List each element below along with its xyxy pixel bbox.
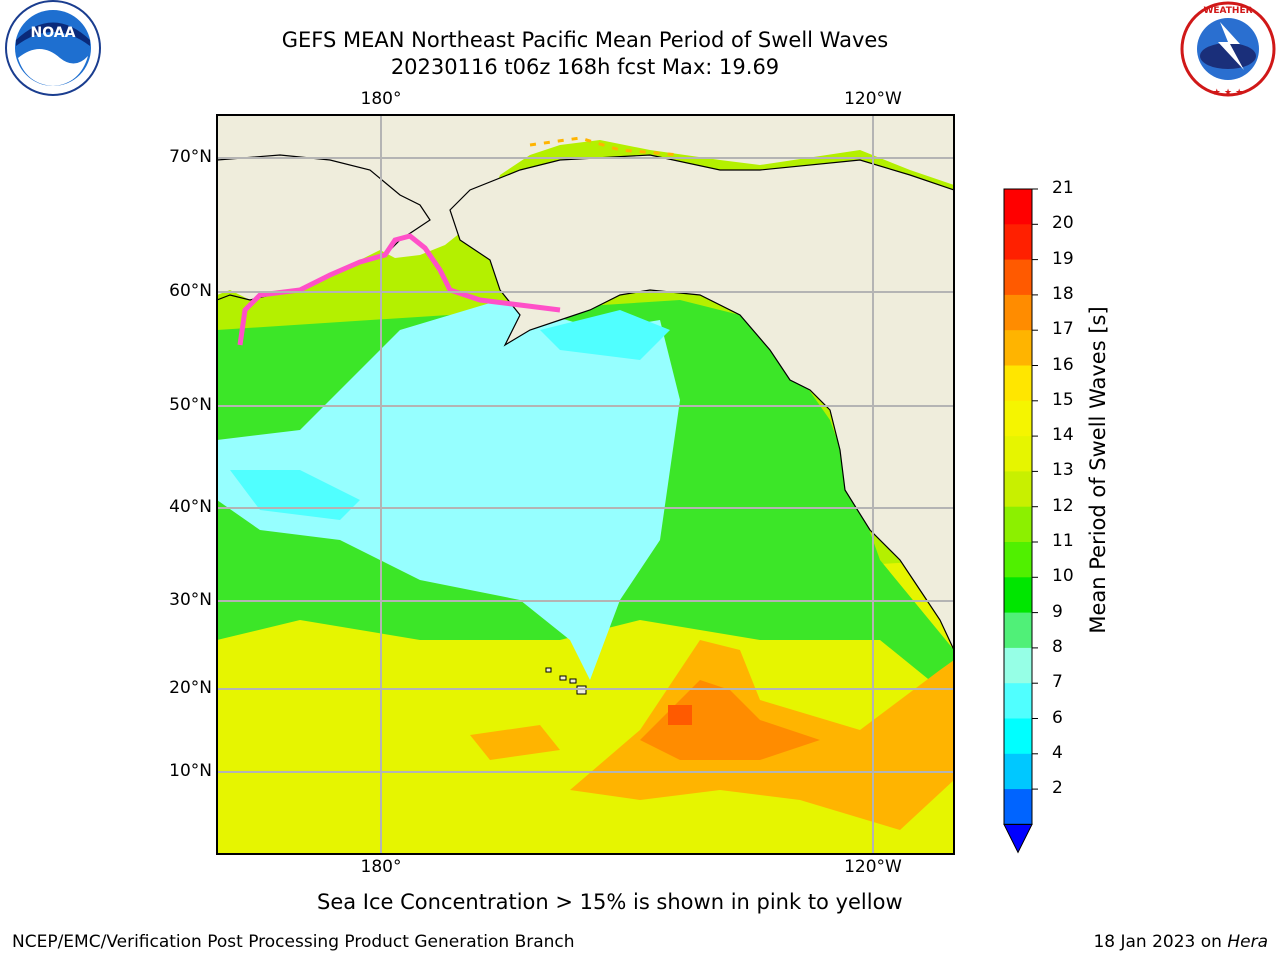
run-date-text: 18 Jan 2023 on bbox=[1093, 932, 1227, 952]
colorbar-tick-label: 6 bbox=[1052, 708, 1092, 728]
colorbar-tick-label: 7 bbox=[1052, 672, 1092, 692]
colorbar-bin bbox=[1004, 224, 1032, 260]
lat-label-60n: 60°N bbox=[152, 281, 212, 301]
colorbar-tick-label: 18 bbox=[1052, 284, 1092, 304]
colorbar-bin bbox=[1004, 542, 1032, 578]
colorbar-bin bbox=[1004, 295, 1032, 331]
lat-label-70n: 70°N bbox=[152, 147, 212, 167]
credit-text: NCEP/EMC/Verification Post Processing Pr… bbox=[12, 932, 575, 952]
colorbar-bin bbox=[1004, 366, 1032, 402]
colorbar-tick-label: 2 bbox=[1052, 778, 1092, 798]
lon-label-top-120w: 120°W bbox=[833, 89, 913, 109]
colorbar-bin bbox=[1004, 401, 1032, 437]
colorbar-bin bbox=[1004, 436, 1032, 472]
colorbar-bin bbox=[1004, 648, 1032, 684]
lat-label-40n: 40°N bbox=[152, 497, 212, 517]
colorbar-bin bbox=[1004, 613, 1032, 649]
colorbar-bin bbox=[1004, 260, 1032, 296]
lat-label-30n: 30°N bbox=[152, 590, 212, 610]
colorbar bbox=[1004, 189, 1038, 852]
colorbar-tick-label: 19 bbox=[1052, 249, 1092, 269]
colorbar-bin bbox=[1004, 330, 1032, 366]
colorbar-title: Mean Period of Swell Waves [s] bbox=[1086, 306, 1110, 633]
colorbar-bin bbox=[1004, 189, 1032, 225]
map-field bbox=[217, 115, 954, 854]
colorbar-bin bbox=[1004, 577, 1032, 613]
colorbar-tick-label: 20 bbox=[1052, 213, 1092, 233]
lon-label-bottom-120w: 120°W bbox=[833, 857, 913, 877]
host-name: Hera bbox=[1227, 932, 1268, 952]
sea-ice-note: Sea Ice Concentration > 15% is shown in … bbox=[317, 890, 903, 914]
lat-label-20n: 20°N bbox=[152, 678, 212, 698]
colorbar-tick-label: 4 bbox=[1052, 743, 1092, 763]
colorbar-tick-label: 8 bbox=[1052, 637, 1092, 657]
lat-label-10n: 10°N bbox=[152, 761, 212, 781]
lon-label-bottom-180: 180° bbox=[341, 857, 421, 877]
colorbar-bin bbox=[1004, 471, 1032, 507]
colorbar-bin bbox=[1004, 507, 1032, 543]
lat-label-50n: 50°N bbox=[152, 395, 212, 415]
colorbar-bin bbox=[1004, 719, 1032, 755]
run-date: 18 Jan 2023 on Hera bbox=[1093, 932, 1268, 952]
lon-label-top-180: 180° bbox=[341, 89, 421, 109]
colorbar-tick-label: 21 bbox=[1052, 178, 1092, 198]
colorbar-bin bbox=[1004, 754, 1032, 790]
colorbar-bin bbox=[1004, 789, 1032, 825]
colorbar-bin bbox=[1004, 683, 1032, 719]
ocean-max bbox=[668, 705, 692, 725]
colorbar-under-triangle bbox=[1004, 824, 1032, 852]
